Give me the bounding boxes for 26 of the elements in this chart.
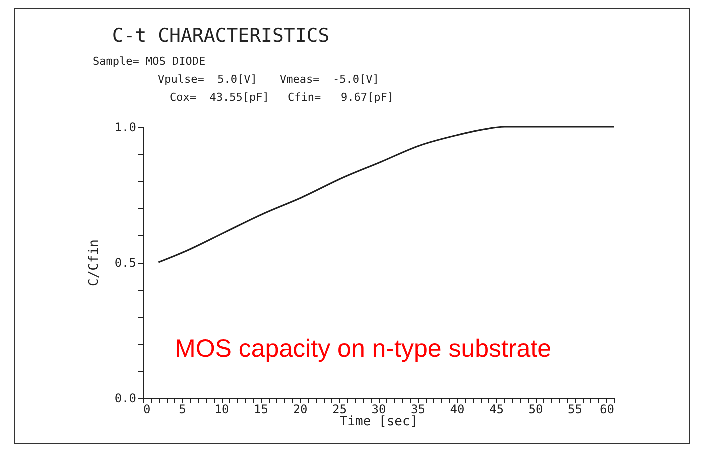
text: Sample= MOS DIODE	[93, 55, 206, 68]
y-tick-label: 0.5	[114, 256, 136, 270]
y-tick-label: 1.0	[114, 120, 136, 134]
x-tick-label: 40	[450, 402, 465, 416]
annotation: MOS capacity on n-type substrate	[175, 335, 552, 364]
x-tick-label: 30	[372, 402, 386, 416]
x-tick-label: 20	[293, 402, 308, 416]
x-tick-label: 5	[179, 402, 186, 416]
x-tick-label: 25	[332, 402, 347, 416]
text: Vpulse= 5.0[V]	[158, 73, 258, 86]
y-tick-label: 0.0	[114, 392, 136, 406]
text: Cox= 43.55[pF]	[170, 91, 270, 104]
chart-title: C-t CHARACTERISTICS	[112, 25, 330, 47]
line-series	[158, 126, 615, 264]
x-tick-label: 15	[254, 402, 268, 416]
x-tick-label: 45	[490, 402, 504, 416]
y-axis-title: C/Cfin	[86, 240, 102, 286]
x-tick-label: 10	[214, 402, 230, 416]
x-tick-label: 0	[144, 402, 151, 416]
x-tick-label: 50	[528, 402, 544, 416]
x-axis-title: Time [sec]	[340, 414, 418, 430]
x-tick-label: 35	[411, 402, 426, 416]
x-tick-label: 55	[568, 402, 582, 416]
x-tick-label: 60	[600, 402, 614, 416]
text: Vmeas= -5.0[V]	[280, 73, 380, 86]
text: Cfin= 9.67[pF]	[288, 91, 394, 104]
